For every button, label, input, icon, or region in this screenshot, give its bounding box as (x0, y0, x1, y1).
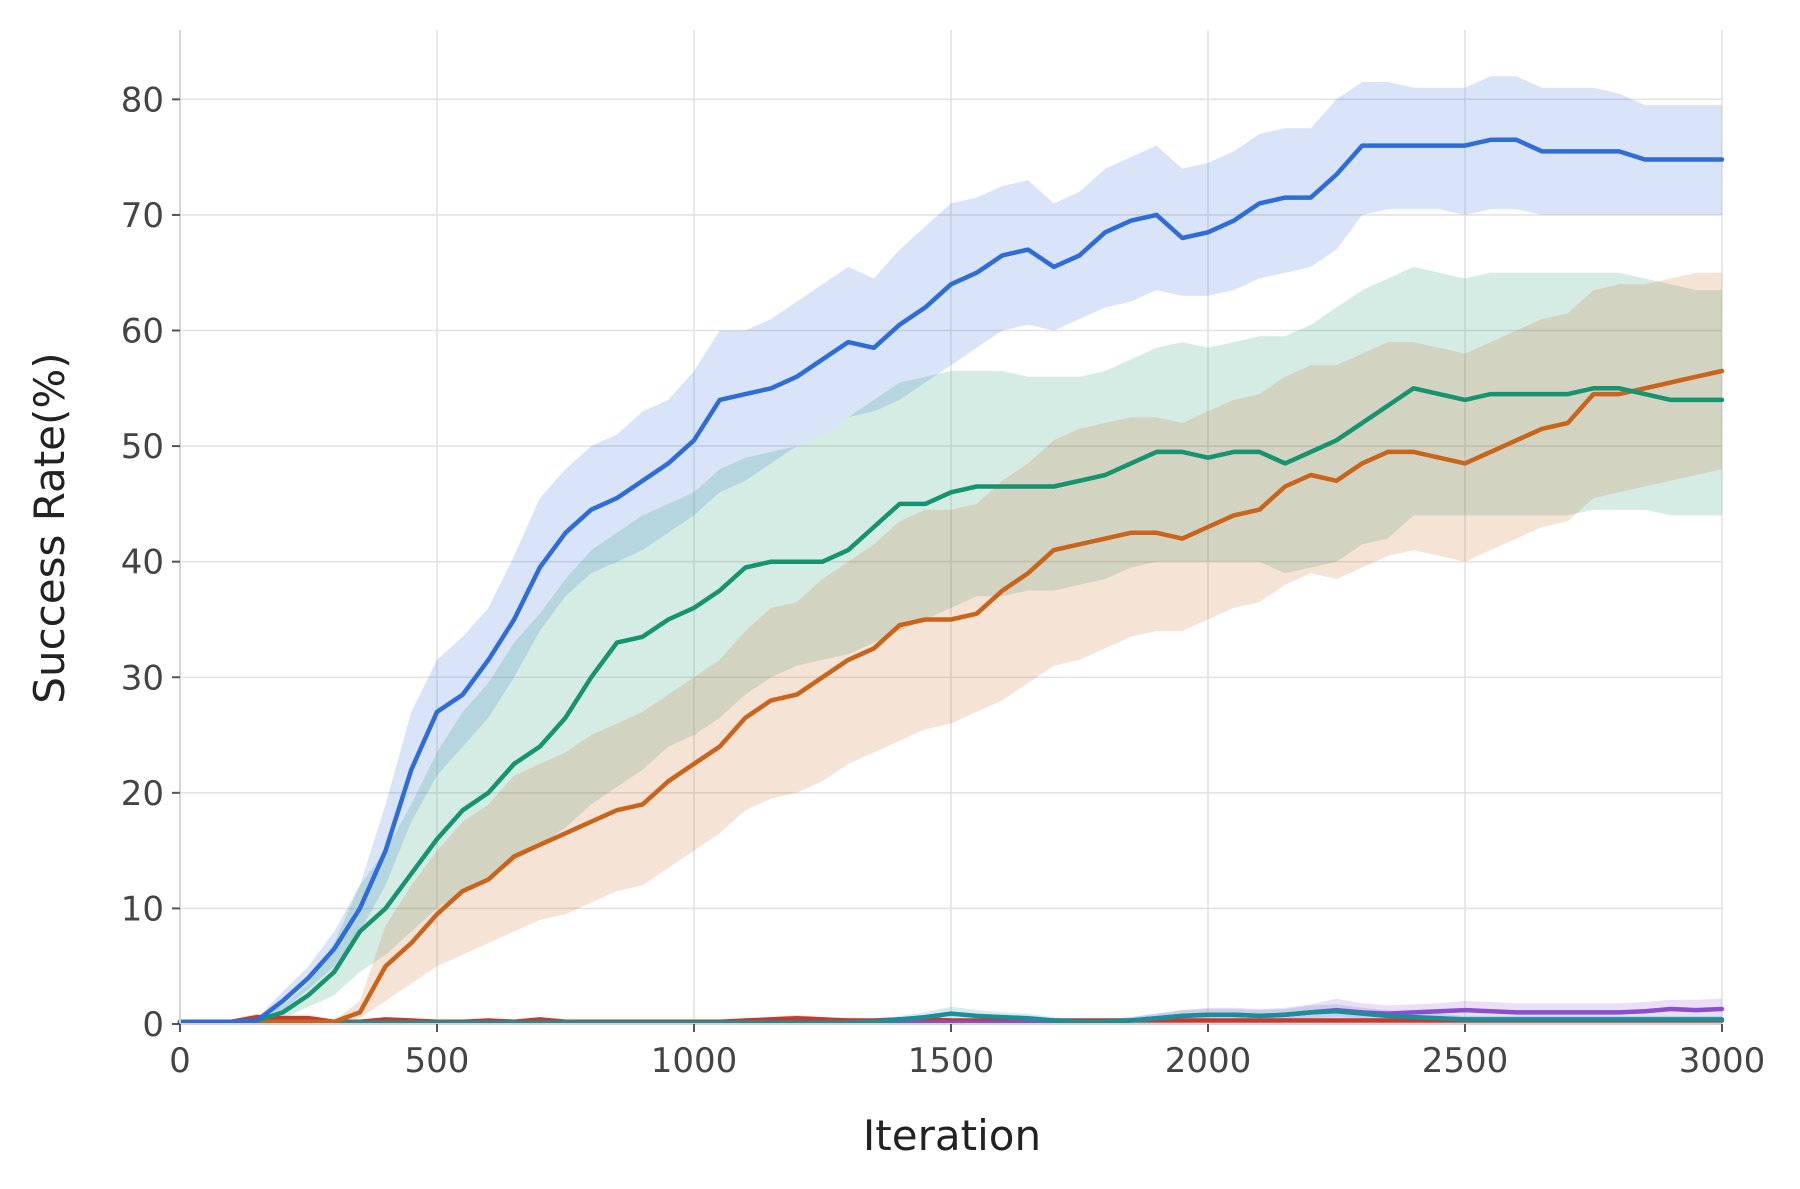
x-axis-label: Iteration (863, 1111, 1041, 1160)
series-line-0 (177, 137, 1725, 1024)
y-tick-label-7: 70 (121, 196, 164, 236)
series-band-4 (180, 998, 1722, 1024)
series-lines (177, 137, 1725, 1026)
x-tick-label-0: 0 (169, 1041, 191, 1081)
y-axis-label: Success Rate(%) (25, 352, 74, 703)
x-tick-label-6: 3000 (1679, 1041, 1766, 1081)
x-tick-label-2: 1000 (651, 1041, 738, 1081)
series-line-3 (177, 1009, 1725, 1026)
y-tick-label-8: 80 (121, 80, 164, 120)
x-tick-label-1: 500 (405, 1041, 470, 1081)
grid-lines (180, 30, 1723, 1024)
series-band-1 (180, 266, 1722, 1022)
series-line-1 (177, 386, 1725, 1024)
series-line-2 (177, 368, 1725, 1024)
x-axis-ticks: 0 500 1000 1500 2000 2500 3000 (169, 1024, 1765, 1081)
x-tick-label-5: 2500 (1422, 1041, 1509, 1081)
y-tick-label-0: 0 (142, 1005, 164, 1045)
x-tick-label-4: 2000 (1165, 1041, 1252, 1081)
y-tick-label-3: 30 (121, 658, 164, 698)
y-tick-label-1: 10 (121, 889, 164, 929)
y-tick-label-4: 40 (121, 543, 164, 583)
y-tick-label-6: 60 (121, 312, 164, 352)
y-axis-ticks: 0 10 20 30 40 50 60 70 80 (121, 80, 180, 1045)
x-tick-label-3: 1500 (908, 1041, 995, 1081)
y-tick-label-5: 50 (121, 427, 164, 467)
y-tick-label-2: 20 (121, 774, 164, 814)
series-band-0 (180, 76, 1722, 1022)
